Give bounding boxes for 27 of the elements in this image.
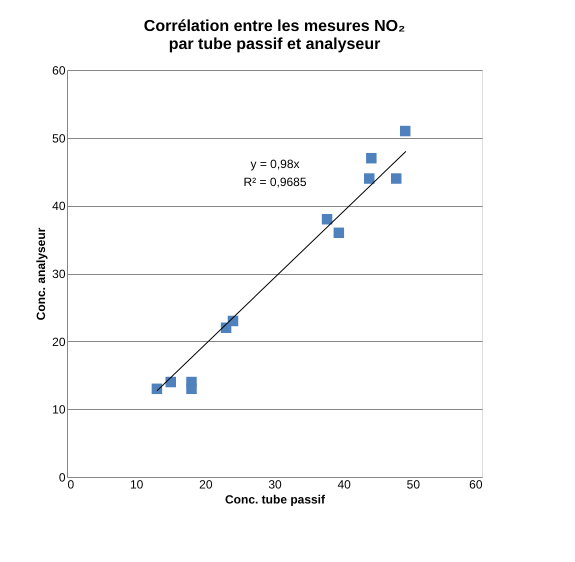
y-tick-label: 40 [52,199,66,214]
x-tick-label: 30 [268,478,282,492]
annotation: y = 0,98x [250,157,300,171]
y-tick-label: 50 [52,131,66,146]
y-tick-label: 60 [52,64,66,78]
annotation: R² = 0,9685 [243,175,307,189]
x-axis-title: Conc. tube passif [224,492,326,506]
point [364,173,374,184]
x-tick-label: 50 [406,478,420,492]
x-tick-label: 60 [469,478,483,492]
point [166,376,176,388]
x-tick-label: 10 [130,478,144,492]
point [390,173,402,184]
y-axis-title: Conc. analyseur [34,227,48,320]
y-tick-label: 30 [52,267,66,281]
y-tick-label: 20 [52,334,66,349]
point [152,384,162,394]
y-tick-label: 10 [52,402,66,417]
point [366,152,377,164]
point [186,384,197,394]
chart-title: Corrélation entre les mesures NO₂ par tube passif et analyseur [144,18,406,53]
point [334,228,344,238]
x-tick-label: 20 [199,478,213,492]
point [400,126,410,136]
x-tick-label: 40 [337,478,352,492]
point [322,214,332,224]
x-tick-label: 0 [68,478,74,492]
